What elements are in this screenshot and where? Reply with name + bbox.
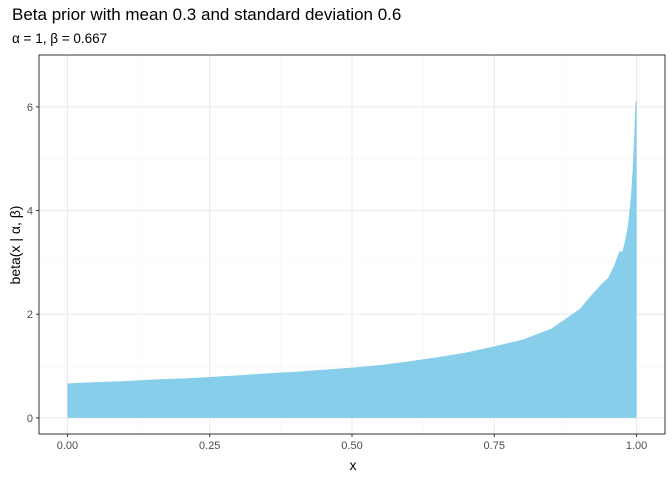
y-tick-label: 4 [27,206,33,218]
x-tick-label: 0.75 [484,440,505,452]
x-axis: 0.00 0.25 0.50 0.75 1.00 [57,434,647,452]
x-tick-label: 0.25 [199,440,220,452]
x-tick-label: 0.00 [57,440,78,452]
chart-subtitle: α = 1, β = 0.667 [12,31,107,46]
x-tick-label: 1.00 [626,440,647,452]
chart-title: Beta prior with mean 0.3 and standard de… [12,5,401,24]
density-area [67,99,637,418]
y-tick-label: 6 [27,102,33,114]
x-tick-label: 0.50 [341,440,362,452]
y-tick-label: 2 [27,309,33,321]
y-axis: 0 2 4 6 [27,102,39,425]
x-axis-title: x [350,457,357,473]
density-area-fill [67,99,637,418]
y-tick-label: 0 [27,413,33,425]
y-axis-title: beta(x | α, β) [7,206,23,285]
